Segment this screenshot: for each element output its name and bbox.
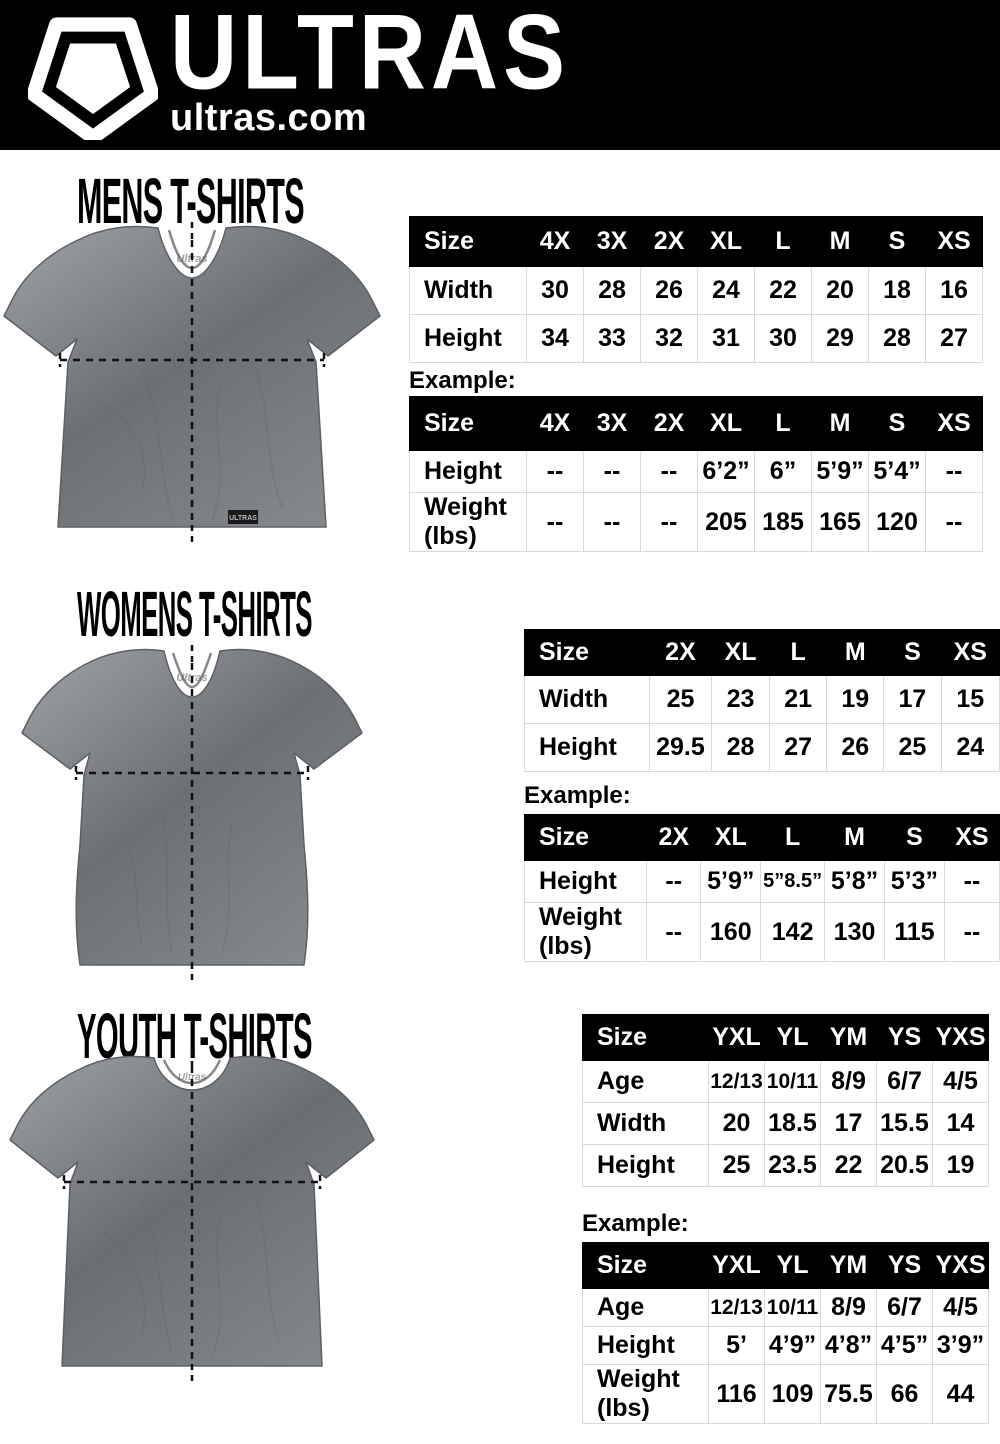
svg-text:ULTRAS: ULTRAS [229,515,257,522]
